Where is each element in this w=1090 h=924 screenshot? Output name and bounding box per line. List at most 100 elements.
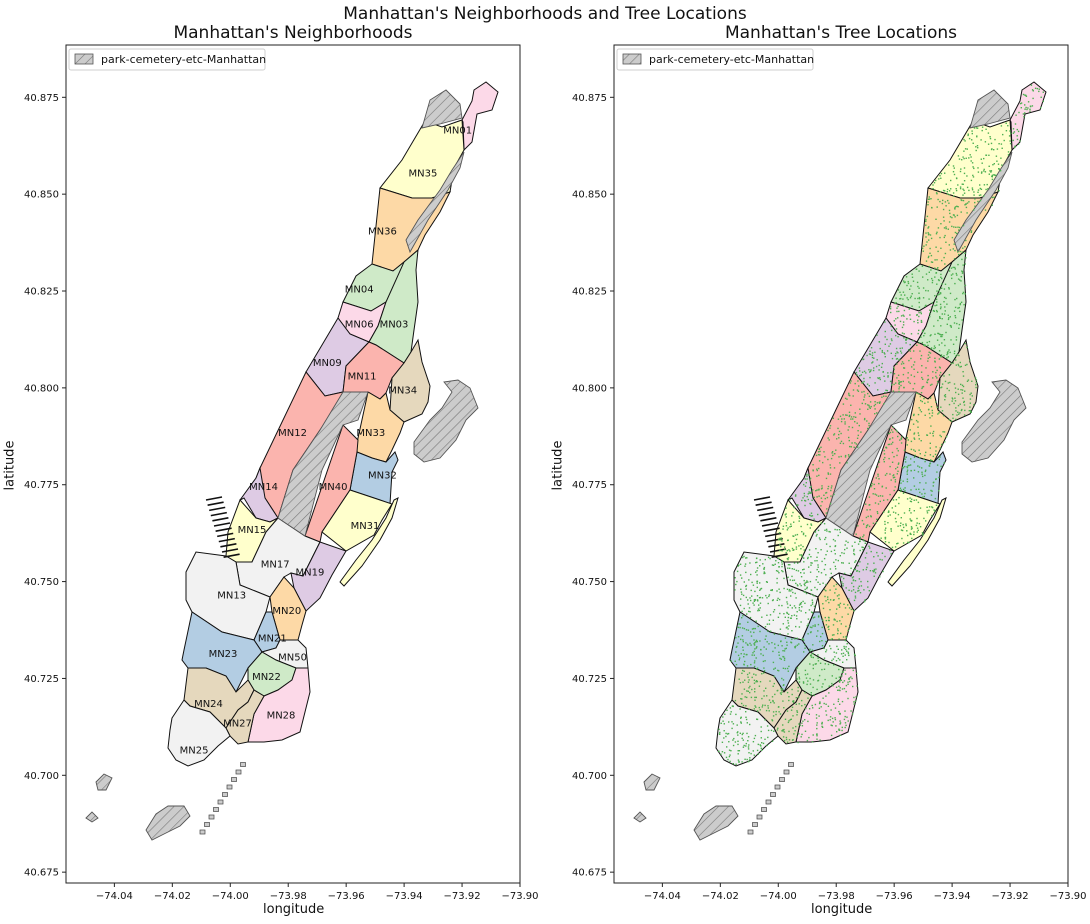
tree-point xyxy=(807,581,809,583)
tree-point xyxy=(878,461,881,463)
tree-point xyxy=(786,558,789,560)
tree-point xyxy=(944,399,946,401)
tree-point xyxy=(883,375,885,377)
right-y-axis-label: latitude xyxy=(550,440,566,491)
tree-point xyxy=(740,598,742,600)
tree-point xyxy=(956,297,958,300)
tree-point xyxy=(882,511,885,513)
tree-point xyxy=(932,430,935,433)
tree-point xyxy=(911,305,913,307)
tree-point xyxy=(780,658,782,660)
tree-point xyxy=(828,692,830,694)
tree-point xyxy=(961,258,963,261)
tree-point xyxy=(759,559,761,561)
tree-point xyxy=(747,740,749,742)
tree-point xyxy=(833,634,835,636)
tree-point xyxy=(887,515,889,517)
tree-point xyxy=(959,279,961,281)
tree-point xyxy=(933,345,936,347)
tree-point xyxy=(965,203,967,205)
pier xyxy=(213,807,219,812)
tree-point xyxy=(938,293,940,296)
tree-point xyxy=(818,447,821,450)
tree-point xyxy=(803,639,805,641)
tree-point xyxy=(898,386,901,388)
tree-point xyxy=(948,419,951,421)
tree-point xyxy=(830,647,832,650)
tree-point xyxy=(961,183,963,185)
tree-point xyxy=(871,482,873,485)
tree-point xyxy=(957,404,960,407)
tree-point xyxy=(879,347,881,350)
tree-point xyxy=(924,345,926,347)
tree-point xyxy=(816,722,818,724)
tree-point xyxy=(955,355,957,357)
tree-point xyxy=(964,204,966,206)
tree-point xyxy=(829,577,831,579)
tree-point xyxy=(795,615,798,617)
tree-point xyxy=(890,479,892,481)
tree-point xyxy=(917,319,919,321)
tree-point xyxy=(822,607,825,610)
tree-point xyxy=(941,334,944,336)
tree-point xyxy=(973,127,976,129)
tree-point xyxy=(818,571,820,573)
tree-point xyxy=(973,194,975,196)
tree-point xyxy=(929,309,931,311)
tree-point xyxy=(863,377,865,380)
tree-point xyxy=(874,413,876,415)
tree-point xyxy=(751,654,753,656)
tree-point xyxy=(811,603,814,605)
tree-point xyxy=(913,461,915,463)
tree-point xyxy=(896,454,898,457)
tree-point xyxy=(990,148,993,151)
tree-point xyxy=(740,717,742,719)
tree-point xyxy=(1029,108,1031,110)
tree-point xyxy=(990,170,993,172)
tree-point xyxy=(825,512,827,514)
tree-point xyxy=(961,408,963,411)
tree-point xyxy=(749,757,751,759)
tree-point xyxy=(998,143,1000,145)
tree-point xyxy=(741,693,743,695)
tree-point xyxy=(748,610,750,613)
tree-point xyxy=(954,316,957,319)
tree-point xyxy=(758,609,761,612)
neighborhoods-map-panel: park-cemetery-etc-Manhattan−74.04 −74.02−… xyxy=(24,44,539,902)
tree-point xyxy=(959,170,962,173)
tree-point xyxy=(922,475,924,478)
tree-point xyxy=(754,688,756,690)
tree-point xyxy=(897,542,899,544)
x-tick-label: −73.92 xyxy=(992,891,1029,902)
tree-point xyxy=(870,550,872,553)
tree-point xyxy=(962,385,965,388)
tree-point xyxy=(867,524,869,526)
tree-point xyxy=(850,676,852,678)
tree-point xyxy=(865,552,868,554)
tree-point xyxy=(746,557,748,559)
tree-point xyxy=(918,434,920,437)
tree-point xyxy=(952,192,955,194)
tree-point xyxy=(884,343,886,345)
tree-point xyxy=(833,703,835,705)
tree-point xyxy=(1036,87,1039,90)
tree-point xyxy=(932,432,934,435)
tree-point xyxy=(781,604,783,607)
tree-point xyxy=(835,568,837,570)
tree-point xyxy=(930,269,932,271)
tree-point xyxy=(772,699,774,702)
tree-point xyxy=(757,625,759,628)
tree-point xyxy=(871,352,874,354)
tree-point xyxy=(940,325,942,327)
tree-point xyxy=(724,713,726,715)
tree-point xyxy=(938,476,940,479)
tree-point xyxy=(753,679,756,681)
tree-point xyxy=(863,380,865,383)
tree-point xyxy=(834,619,836,621)
tree-point xyxy=(895,382,897,384)
tree-point xyxy=(896,473,898,475)
tree-point xyxy=(918,312,920,314)
tree-point xyxy=(839,703,841,705)
tree-point xyxy=(934,295,936,297)
tree-point xyxy=(941,386,943,388)
